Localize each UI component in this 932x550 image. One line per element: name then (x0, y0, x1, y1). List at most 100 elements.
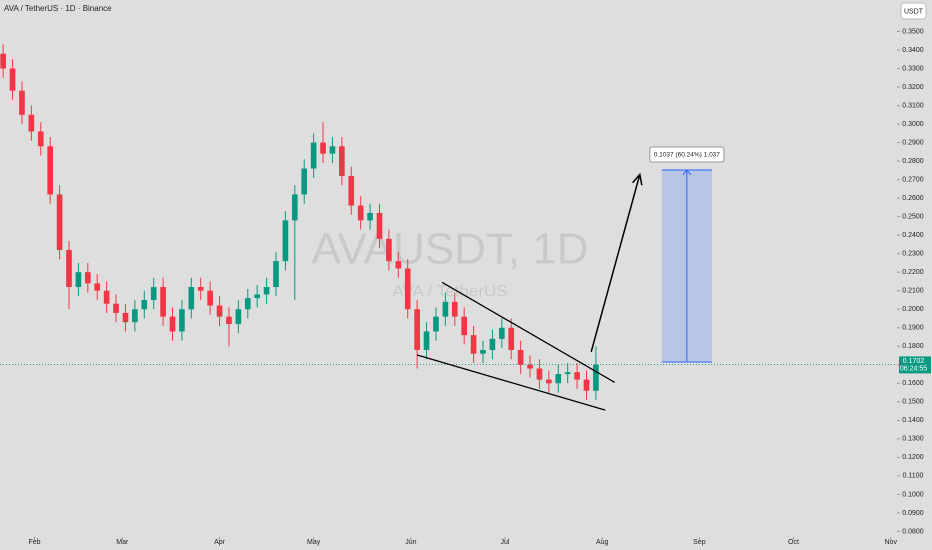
candle-body (254, 294, 261, 299)
candle-body (583, 379, 590, 391)
candle-body (593, 364, 599, 391)
candle-body (395, 261, 402, 269)
measure-label: 0.1037 (60.24%) 1,037 (654, 152, 721, 159)
candle-body (197, 287, 204, 291)
candle-body (179, 309, 185, 332)
candle-body (357, 205, 364, 221)
candle-body (320, 142, 326, 154)
candle-body (489, 338, 496, 350)
y-tick-label: 0.1200 (902, 454, 924, 461)
candle-body (282, 220, 289, 262)
candle-body (433, 316, 439, 332)
candle-body (122, 312, 129, 323)
candle-body (0, 53, 6, 69)
candle-body (141, 299, 148, 310)
last-price-box (899, 356, 931, 374)
candle-body (367, 212, 373, 221)
candle-body (28, 114, 35, 132)
candle-body (160, 287, 166, 317)
y-tick-label: 0.3300 (902, 65, 924, 72)
currency: USDT (904, 8, 924, 15)
x-tick-label: Feb (28, 539, 40, 546)
candle-body (66, 249, 72, 288)
candle-body (376, 212, 383, 239)
watermark: AVAUSDT, 1D (311, 225, 588, 274)
x-tick-label: Apr (214, 539, 226, 546)
candle-body (37, 131, 44, 147)
y-tick-label: 0.3400 (902, 47, 924, 54)
x-tick-label: Nov (885, 539, 898, 546)
candle-body (451, 301, 458, 317)
y-tick-label: 0.2500 (902, 213, 924, 220)
candle-body (207, 290, 213, 306)
candle-body (348, 175, 355, 206)
x-tick-label: Jul (500, 539, 509, 546)
candle-body (113, 303, 119, 313)
candle-body (103, 290, 110, 304)
candle-body (442, 301, 449, 317)
candle-body (527, 364, 533, 369)
y-tick-label: 0.0900 (902, 510, 924, 517)
y-tick-label: 0.2600 (902, 195, 924, 202)
candle-body (56, 194, 63, 250)
candle-body (19, 90, 25, 115)
currency-box[interactable] (900, 2, 927, 20)
y-tick-label: 0.1600 (902, 380, 924, 387)
candle-body (329, 146, 336, 154)
candle-body (386, 238, 392, 262)
y-tick-label: 0.1500 (902, 399, 924, 406)
y-tick-label: 0.2200 (902, 269, 924, 276)
candle-body (564, 372, 571, 375)
candle-body (555, 374, 562, 384)
y-tick-label: 0.1000 (902, 491, 924, 498)
y-tick-label: 0.2400 (902, 232, 924, 239)
arrow (590, 174, 641, 353)
candle-body (574, 372, 580, 380)
x-tick-label: Oct (788, 539, 799, 546)
candle-body (404, 268, 411, 310)
candle-body (273, 261, 279, 288)
candle-body (188, 287, 195, 310)
y-tick-label: 0.3200 (902, 84, 924, 91)
x-tick-label: Sep (693, 539, 706, 546)
y-tick-label: 0.3000 (902, 121, 924, 128)
candle-body (517, 349, 524, 365)
candle-body (310, 142, 317, 169)
candle-body (423, 331, 430, 350)
candle-body (291, 194, 298, 221)
candle-body (536, 368, 543, 380)
y-tick-label: 0.2800 (902, 158, 924, 165)
measure-head (682, 169, 692, 176)
candle-body (9, 68, 16, 91)
candle-body (94, 283, 101, 291)
candle-body (508, 327, 515, 350)
y-tick-label: 0.1800 (902, 343, 924, 350)
candle-body (263, 287, 270, 295)
y-tick-label: 0.2300 (902, 251, 924, 258)
candle-body (235, 309, 242, 325)
x-tick-label: Mar (116, 539, 129, 546)
last-price: 0.1702 (903, 358, 925, 365)
y-tick-label: 0.1900 (902, 325, 924, 332)
candle-body (226, 316, 232, 325)
candle-body (339, 146, 345, 176)
candle-body (498, 327, 505, 339)
candle-body (132, 309, 138, 323)
y-tick-label: 0.3500 (902, 28, 924, 35)
y-tick-label: 0.2900 (902, 139, 924, 146)
x-tick-label: May (307, 539, 321, 546)
y-tick-label: 0.2000 (902, 306, 924, 313)
y-tick-label: 0.2700 (902, 176, 924, 183)
x-tick-label: Aug (596, 539, 609, 546)
y-tick-label: 0.1300 (902, 436, 924, 443)
arrow-head (632, 172, 643, 186)
trendline (441, 281, 616, 383)
y-tick-label: 0.3100 (902, 102, 924, 109)
candle-body (47, 146, 54, 195)
trendline (416, 354, 606, 411)
watermark-sub: AVA / TetherUS (392, 281, 507, 300)
measure-label-box (649, 146, 725, 163)
chart-title: AVA / TetherUS · 1D · Binance (4, 4, 112, 13)
